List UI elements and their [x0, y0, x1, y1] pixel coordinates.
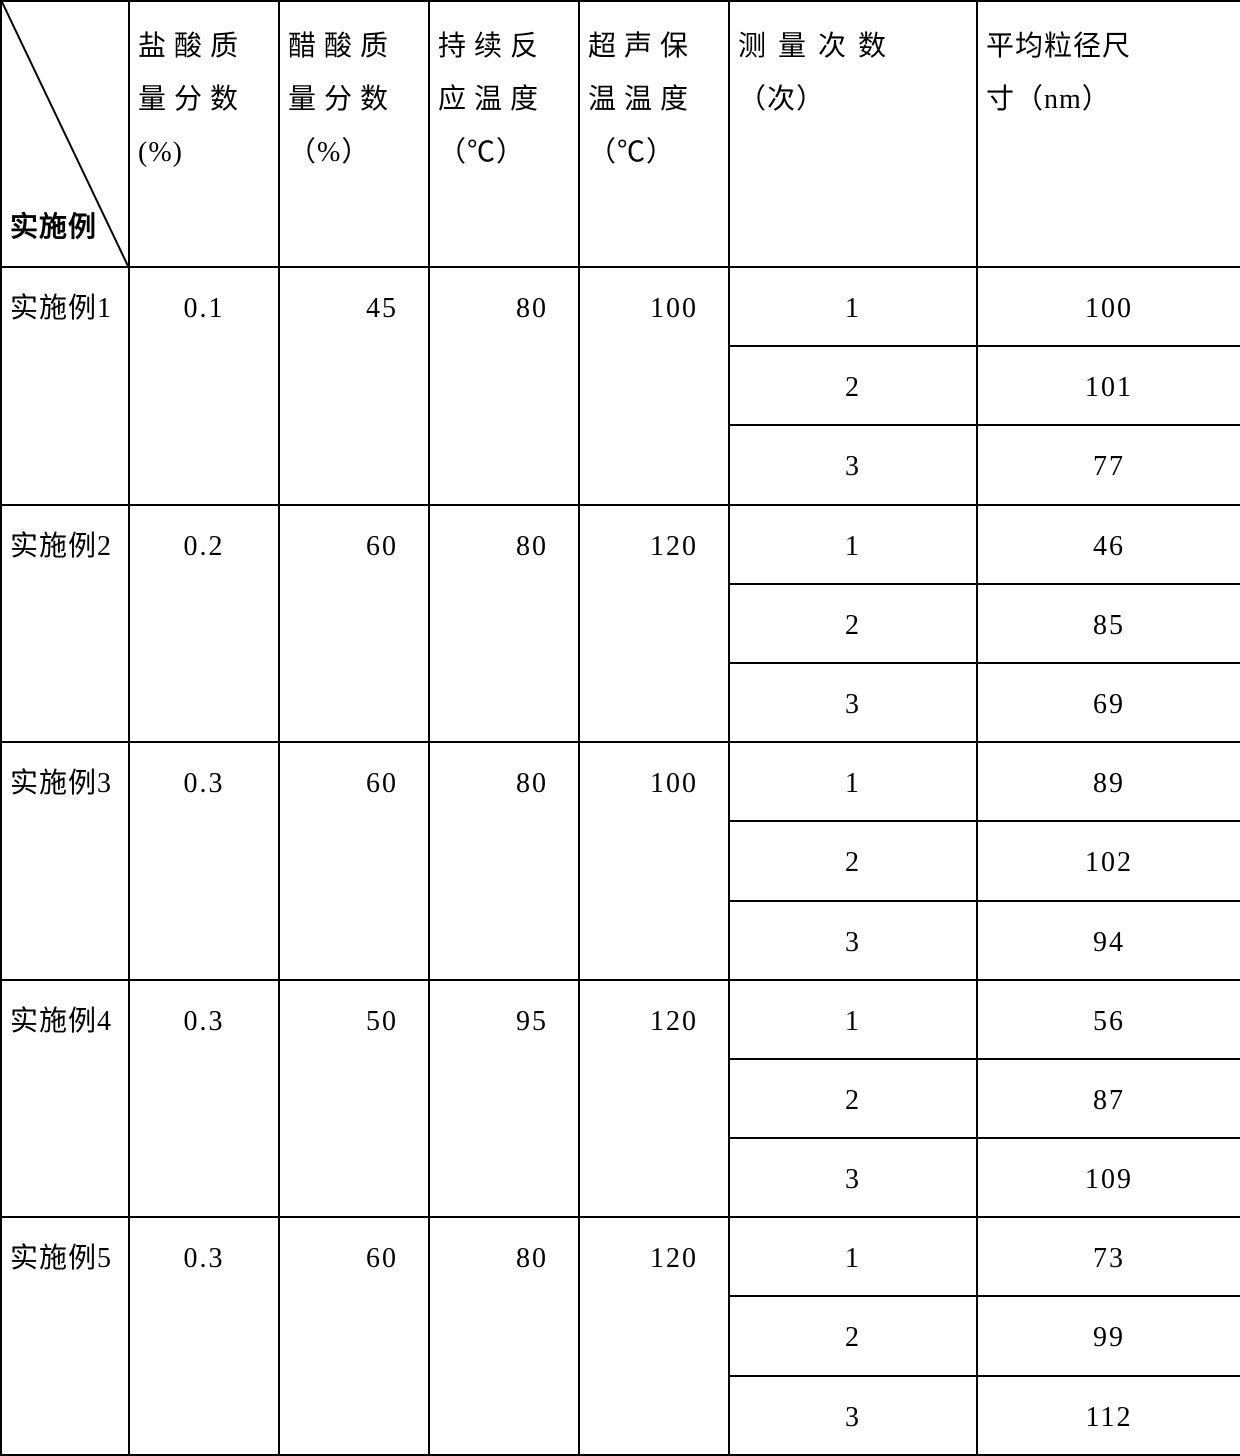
cell-hcl: 0.2	[129, 505, 279, 743]
cell-count: 2	[729, 1296, 977, 1375]
table-row: 实施例10.145801001100	[1, 267, 1240, 346]
cell-size: 85	[977, 584, 1240, 663]
cell-count: 1	[729, 267, 977, 346]
row-label: 实施例3	[1, 742, 129, 980]
table-row: 实施例40.35095120156	[1, 980, 1240, 1059]
cell-temp2: 100	[579, 267, 729, 505]
row-label: 实施例2	[1, 505, 129, 743]
cell-count: 3	[729, 1376, 977, 1455]
cell-size: 109	[977, 1138, 1240, 1217]
cell-size: 56	[977, 980, 1240, 1059]
cell-size: 77	[977, 425, 1240, 504]
cell-count: 1	[729, 505, 977, 584]
cell-count: 2	[729, 1059, 977, 1138]
cell-temp1: 80	[429, 1217, 579, 1455]
cell-size: 89	[977, 742, 1240, 821]
cell-size: 69	[977, 663, 1240, 742]
table-row: 实施例30.36080100189	[1, 742, 1240, 821]
col-header-size: 平均粒径尺 寸（nm）	[977, 1, 1240, 267]
cell-count: 2	[729, 346, 977, 425]
cell-acetic: 60	[279, 505, 429, 743]
table-row: 实施例50.36080120173	[1, 1217, 1240, 1296]
cell-hcl: 0.3	[129, 1217, 279, 1455]
row-label: 实施例1	[1, 267, 129, 505]
cell-count: 3	[729, 663, 977, 742]
cell-hcl: 0.1	[129, 267, 279, 505]
table-body: 实施例10.1458010011002101377实施例20.260801201…	[1, 267, 1240, 1455]
col-header-hcl: 盐酸质 量分数 (%)	[129, 1, 279, 267]
row-label: 实施例5	[1, 1217, 129, 1455]
col-header-count: 测量次数 （次）	[729, 1, 977, 267]
cell-hcl: 0.3	[129, 742, 279, 980]
cell-size: 102	[977, 821, 1240, 900]
cell-count: 3	[729, 425, 977, 504]
cell-temp1: 80	[429, 742, 579, 980]
col-header-temp1: 持续反 应温度 （℃）	[429, 1, 579, 267]
cell-size: 100	[977, 267, 1240, 346]
cell-hcl: 0.3	[129, 980, 279, 1218]
cell-temp1: 80	[429, 267, 579, 505]
cell-count: 3	[729, 1138, 977, 1217]
table-row: 实施例20.26080120146	[1, 505, 1240, 584]
cell-size: 87	[977, 1059, 1240, 1138]
cell-count: 3	[729, 901, 977, 980]
col-header-temp2: 超声保 温温度 （℃）	[579, 1, 729, 267]
cell-count: 1	[729, 980, 977, 1059]
cell-count: 2	[729, 584, 977, 663]
cell-temp2: 120	[579, 980, 729, 1218]
row-label: 实施例4	[1, 980, 129, 1218]
cell-temp2: 100	[579, 742, 729, 980]
corner-cell: 实施例	[1, 1, 129, 267]
cell-temp1: 80	[429, 505, 579, 743]
cell-size: 99	[977, 1296, 1240, 1375]
cell-count: 1	[729, 742, 977, 821]
data-table: 实施例 盐酸质 量分数 (%) 醋酸质 量分数 （%） 持续反 应温度 （℃） …	[0, 0, 1240, 1456]
cell-acetic: 50	[279, 980, 429, 1218]
cell-temp2: 120	[579, 505, 729, 743]
cell-acetic: 60	[279, 742, 429, 980]
cell-temp1: 95	[429, 980, 579, 1218]
cell-size: 112	[977, 1376, 1240, 1455]
corner-label: 实施例	[10, 201, 97, 254]
col-header-acetic: 醋酸质 量分数 （%）	[279, 1, 429, 267]
cell-count: 1	[729, 1217, 977, 1296]
cell-acetic: 45	[279, 267, 429, 505]
cell-acetic: 60	[279, 1217, 429, 1455]
cell-count: 2	[729, 821, 977, 900]
cell-size: 46	[977, 505, 1240, 584]
cell-size: 94	[977, 901, 1240, 980]
cell-size: 101	[977, 346, 1240, 425]
cell-size: 73	[977, 1217, 1240, 1296]
header-row: 实施例 盐酸质 量分数 (%) 醋酸质 量分数 （%） 持续反 应温度 （℃） …	[1, 1, 1240, 267]
cell-temp2: 120	[579, 1217, 729, 1455]
